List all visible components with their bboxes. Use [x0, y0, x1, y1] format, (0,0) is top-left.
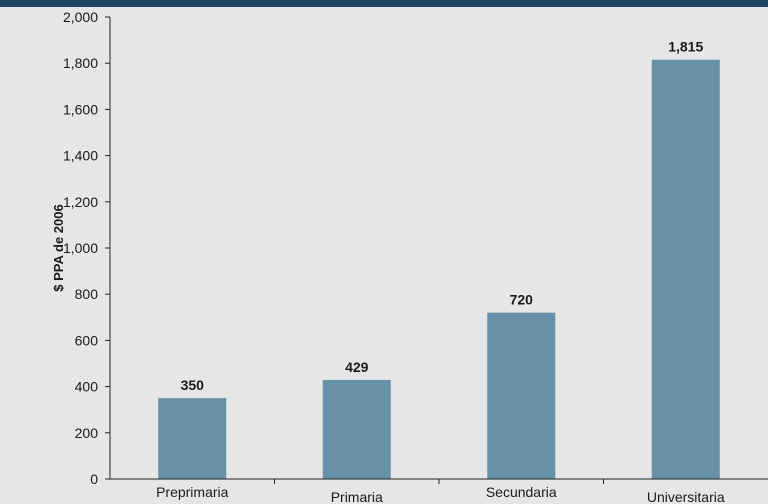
bar [322, 379, 391, 479]
y-tick-label: 200 [75, 425, 99, 441]
bar [158, 398, 227, 479]
y-axis: 0 200 400 600 800 1,000 1,200 1,400 1,600 1,800 2,… [63, 9, 111, 487]
y-tick-label: 600 [75, 332, 99, 348]
data-label: 1,815 [668, 39, 703, 55]
bar [487, 312, 556, 479]
y-tick-label: 1,400 [63, 148, 98, 164]
bars: 350 429 720 1,815 [158, 39, 720, 480]
y-tick-label: 1,600 [63, 101, 98, 117]
x-category-label: Universitaria [647, 489, 725, 504]
y-tick-label: 0 [90, 471, 98, 487]
y-tick-label: 1,000 [63, 240, 98, 256]
y-tick-label: 1,200 [63, 194, 98, 210]
bar [651, 59, 720, 480]
data-label: 720 [510, 292, 534, 308]
x-category-label: Primaria [331, 489, 383, 504]
y-tick-label: 400 [75, 379, 99, 395]
data-label: 429 [345, 359, 369, 375]
y-axis-label: $ PPA de 2006 [51, 204, 66, 291]
x-category-label: Preprimaria [156, 484, 229, 500]
y-tick-label: 1,800 [63, 55, 98, 71]
x-category-label: Secundaria [486, 484, 557, 500]
y-tick-label: 800 [75, 286, 99, 302]
x-axis: Preprimaria Primaria Secundaria Universitar… [110, 478, 768, 504]
y-tick-label: 2,000 [63, 9, 98, 25]
top-accent-bar [0, 0, 768, 7]
data-label: 350 [181, 377, 205, 393]
